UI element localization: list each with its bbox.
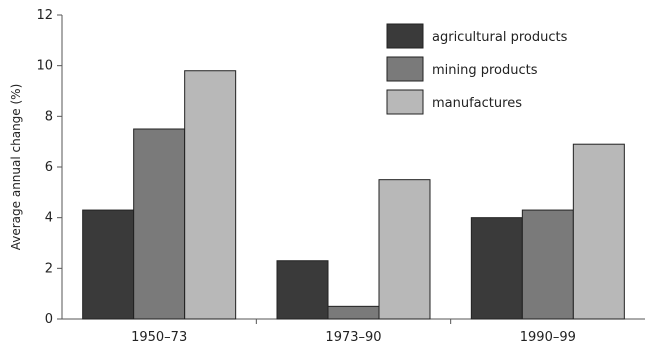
- bar-mining-products-2: [521, 209, 574, 320]
- legend: agricultural products mining products manu…: [386, 23, 568, 115]
- legend-label: mining products: [432, 63, 538, 78]
- bar-manufactures-1: [378, 179, 431, 320]
- legend-label: agricultural products: [432, 30, 568, 45]
- y-tick-label: 12: [36, 8, 53, 23]
- bars: [82, 70, 625, 320]
- bar-manufactures-2: [572, 143, 625, 320]
- y-tick-label: 0: [45, 312, 53, 327]
- legend-swatch: [386, 89, 424, 115]
- category-labels: 1950–73 1973–90 1990–99: [131, 330, 576, 345]
- bar-agricultural-products-2: [470, 217, 523, 320]
- y-tick-label: 6: [45, 160, 53, 175]
- legend-swatch: [386, 56, 424, 82]
- y-tick-label: 4: [45, 211, 53, 226]
- bar-agricultural-products-1: [276, 260, 329, 320]
- x-category-label: 1990–99: [520, 330, 576, 345]
- x-category-label: 1950–73: [131, 330, 187, 345]
- legend-label: manufactures: [432, 96, 522, 111]
- y-tick-label: 10: [36, 59, 53, 74]
- x-axis: [62, 318, 645, 324]
- bar-mining-products-0: [133, 128, 186, 320]
- bar-manufactures-0: [184, 70, 237, 320]
- y-tick-label: 8: [45, 109, 53, 124]
- bar-mining-products-1: [327, 305, 380, 320]
- y-tick-label: 2: [45, 261, 53, 276]
- bar-agricultural-products-0: [82, 209, 135, 320]
- y-axis: 0 2 4 6 8 10 12: [36, 8, 63, 327]
- x-category-label: 1973–90: [325, 330, 381, 345]
- y-axis-title: Average annual change (%): [9, 84, 23, 251]
- legend-swatch: [386, 23, 424, 49]
